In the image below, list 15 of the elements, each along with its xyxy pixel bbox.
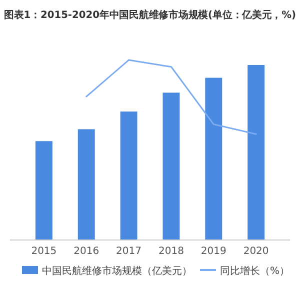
legend-label: 同比增长（%） (220, 265, 290, 277)
bar (162, 92, 180, 240)
bar (78, 129, 95, 240)
x-tick-label: 2016 (74, 246, 100, 257)
x-tick-label: 2015 (31, 246, 57, 257)
bar (248, 65, 265, 240)
x-tick-label: 2017 (116, 246, 142, 257)
x-tick-label: 2018 (158, 246, 184, 257)
x-tick-label: 2020 (243, 246, 269, 257)
chart-title: 图表1：2015-2020年中国民航维修市场规模(单位：亿美元，%) (4, 9, 300, 21)
bar (120, 112, 138, 240)
x-tick-label: 2019 (200, 246, 226, 257)
legend-label: 中国民航维修市场规模（亿美元） (42, 265, 192, 277)
bar (35, 141, 52, 240)
bar (205, 78, 222, 240)
